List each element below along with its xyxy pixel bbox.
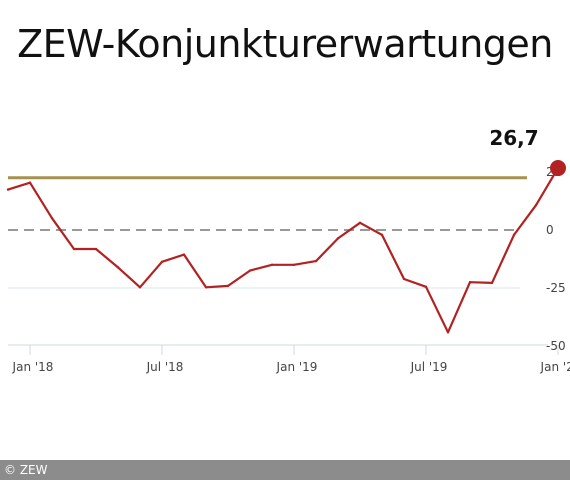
last-value-marker [550,160,566,177]
data-point [50,216,54,220]
data-point [116,266,120,269]
x-tick-label: Jan '20 [540,360,570,374]
data-point [160,260,164,263]
last-value-label: 26,7 [489,126,538,150]
data-point [490,281,494,285]
data-point [72,247,76,251]
data-point [424,285,428,289]
data-point [336,237,340,240]
data-point [28,181,32,184]
data-point [204,286,208,289]
data-point [6,188,10,191]
data-point [358,221,362,225]
data-point [468,281,472,284]
data-point [94,247,98,251]
x-tick-label: Jan '18 [12,360,54,374]
x-tick-label: Jul '19 [410,360,448,374]
data-point [534,203,538,207]
data-point [314,259,318,263]
series-line [7,167,559,334]
data-point [380,233,384,237]
y-tick-label: 0 [546,223,554,237]
data-point [292,263,296,266]
data-point [182,253,186,256]
chart-title: ZEW-Konjunkturerwartungen [17,22,553,66]
y-tick-label: -50 [546,339,566,353]
x-tick-label: Jan '19 [276,360,318,374]
x-tick-label: Jul '18 [146,360,184,374]
copyright-footer: © ZEW [0,460,570,480]
data-point [512,233,516,237]
y-tick-label: -25 [546,281,566,295]
data-point [402,277,406,281]
data-point [446,331,450,334]
copyright-text: © ZEW [4,463,48,477]
data-point [270,263,274,266]
data-point [226,284,230,288]
data-point [248,269,252,272]
data-point [138,286,142,289]
